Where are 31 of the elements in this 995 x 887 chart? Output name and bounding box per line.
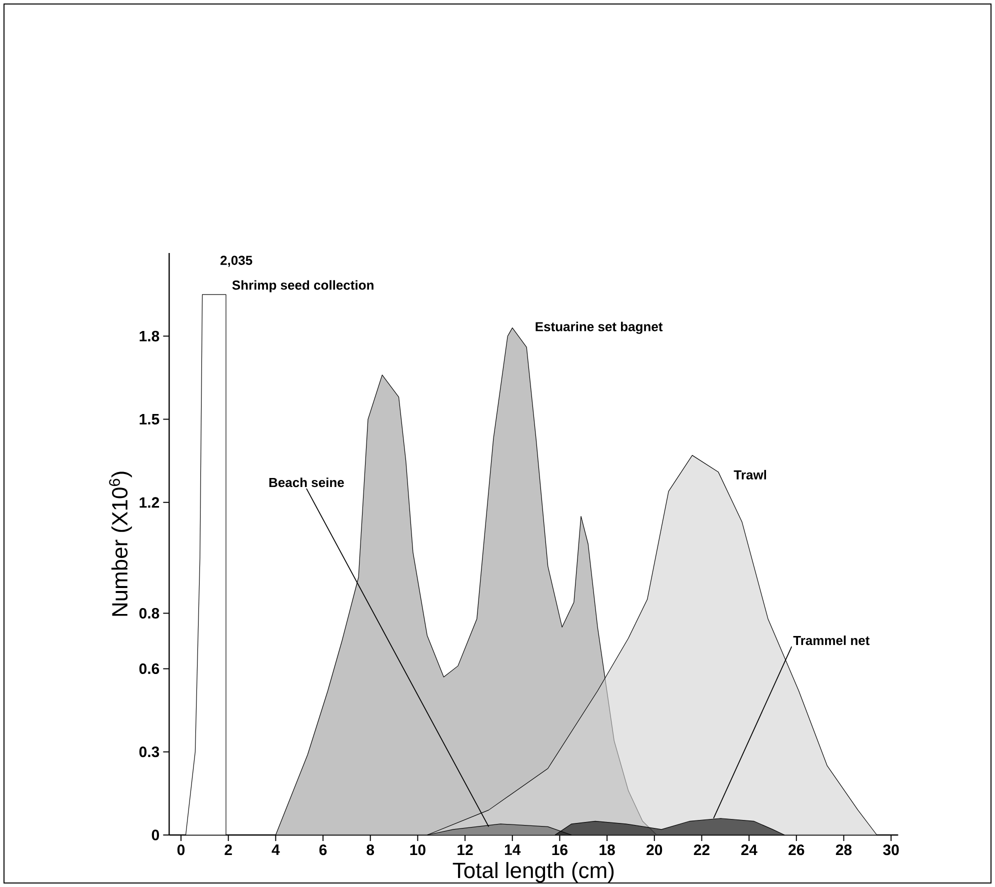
x-tick-label: 14 <box>504 844 521 855</box>
x-tick-label: 6 <box>319 844 327 856</box>
x-tick-label: 10 <box>410 844 426 856</box>
text: Trammel net <box>793 636 870 646</box>
y-tick-label: 1.5 <box>140 414 160 425</box>
series-label: Estuarine set bagnet <box>536 322 663 334</box>
x-tick-label: 2 <box>224 844 232 856</box>
series-label: Shrimp seed collection <box>232 280 374 292</box>
y-axis-title: Number (X10$^{6}$) <box>109 472 132 616</box>
y-tick-label: 1.2 <box>140 497 160 508</box>
x-tick-label: 28 <box>836 844 852 856</box>
x-tick-label: 4 <box>272 844 280 855</box>
x-tick-label: 26 <box>788 844 804 856</box>
x-axis-title: Total length (cm) <box>452 862 614 883</box>
x-tick-label: 8 <box>366 844 374 856</box>
x-tick-label: 22 <box>694 844 710 856</box>
text: Beach seine <box>269 478 344 488</box>
x-tick-label: 16 <box>552 844 568 856</box>
x-tick-label: 30 <box>883 844 899 856</box>
y-tick-label: 0.3 <box>139 746 160 758</box>
y-tick-label: 0 <box>152 830 160 840</box>
series-label: Trawl <box>734 470 766 480</box>
annotation: 2,035 <box>220 256 252 267</box>
x-tick-label: 24 <box>741 844 758 856</box>
y-tick-label: 1.8 <box>140 330 160 342</box>
y-tick-label: 0.8 <box>139 608 160 619</box>
x-tick-label: 18 <box>600 844 615 856</box>
x-tick-label: 12 <box>458 844 473 856</box>
x-tick-label: 0 <box>177 844 185 856</box>
y-tick-label: 0.6 <box>139 663 160 674</box>
x-tick-label: 20 <box>646 844 662 856</box>
